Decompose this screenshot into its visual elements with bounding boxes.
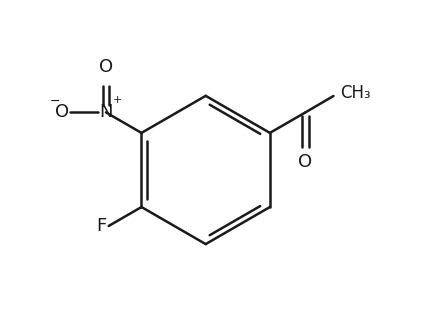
Text: O: O (298, 153, 312, 171)
Text: +: + (113, 95, 122, 106)
Text: CH₃: CH₃ (340, 84, 371, 102)
Text: F: F (96, 217, 106, 235)
Text: N: N (99, 103, 113, 121)
Text: O: O (56, 103, 70, 121)
Text: O: O (99, 58, 113, 76)
Text: −: − (50, 95, 60, 108)
